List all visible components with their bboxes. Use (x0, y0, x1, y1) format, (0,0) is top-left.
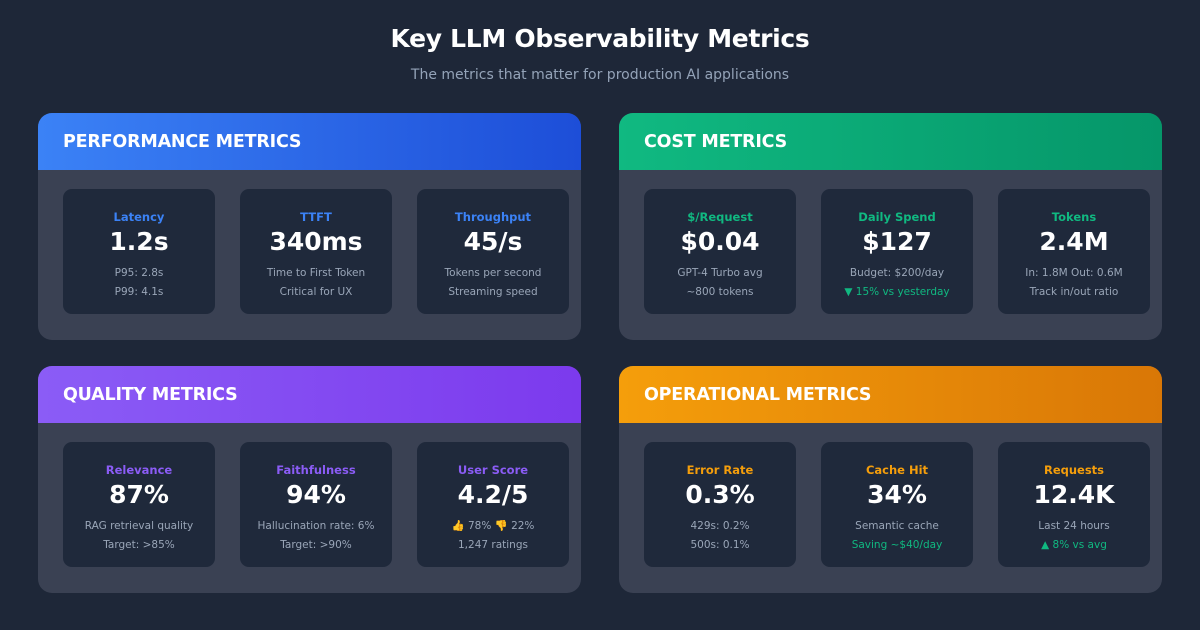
metric-card: Tokens 2.4M In: 1.8M Out: 0.6M Track in/… (998, 189, 1150, 314)
metric-note: Target: >85% (103, 539, 175, 551)
metric-detail: GPT-4 Turbo avg (677, 267, 763, 279)
metric-value: 340ms (269, 227, 363, 256)
metric-note: Streaming speed (448, 286, 538, 298)
metric-detail: P95: 2.8s (114, 267, 164, 279)
cost-metrics-panel: COST METRICS $/Request $0.04 GPT-4 Turbo… (619, 113, 1162, 340)
metric-card: Throughput 45/s Tokens per second Stream… (417, 189, 569, 314)
metric-label: Faithfulness (276, 463, 356, 477)
metric-label: Requests (1043, 463, 1105, 477)
metric-card: Latency 1.2s P95: 2.8s P99: 4.1s (63, 189, 215, 314)
metric-label: Throughput (454, 210, 532, 224)
metric-card: Relevance 87% RAG retrieval quality Targ… (63, 442, 215, 567)
metric-detail: 429s: 0.2% (690, 520, 750, 532)
metric-label: Daily Spend (858, 210, 936, 224)
panel-title: QUALITY METRICS (63, 384, 238, 405)
metric-detail: Last 24 hours (1038, 520, 1110, 532)
metric-value: 4.2/5 (457, 480, 529, 509)
metric-note: Target: >90% (280, 539, 352, 551)
metric-note: Track in/out ratio (1029, 286, 1119, 298)
metric-note: 1,247 ratings (458, 539, 528, 551)
metric-value: 34% (867, 480, 927, 509)
metric-value: 2.4M (1039, 227, 1109, 256)
metric-card: User Score 4.2/5 👍 78% 👎 22% 1,247 ratin… (417, 442, 569, 567)
metric-detail: Semantic cache (855, 520, 939, 532)
metric-value: 94% (286, 480, 346, 509)
metric-card: $/Request $0.04 GPT-4 Turbo avg ~800 tok… (644, 189, 796, 314)
metric-cards: $/Request $0.04 GPT-4 Turbo avg ~800 tok… (644, 189, 1150, 314)
metric-note: P99: 4.1s (114, 286, 164, 298)
metric-label: Tokens (1051, 210, 1097, 224)
panel-header: OPERATIONAL METRICS (619, 366, 1162, 423)
metric-cards: Error Rate 0.3% 429s: 0.2% 500s: 0.1% Ca… (644, 442, 1150, 567)
metric-card: TTFT 340ms Time to First Token Critical … (240, 189, 392, 314)
page-title: Key LLM Observability Metrics (390, 24, 810, 53)
panel-title: OPERATIONAL METRICS (644, 384, 872, 405)
metric-detail: Budget: $200/day (849, 267, 945, 279)
metric-value: $0.04 (680, 227, 760, 256)
metric-card: Daily Spend $127 Budget: $200/day ▼ 15% … (821, 189, 973, 314)
metric-label: Latency (113, 210, 165, 224)
metric-detail: In: 1.8M Out: 0.6M (1025, 267, 1123, 279)
metric-value: 12.4K (1033, 480, 1115, 509)
panel-title: COST METRICS (644, 131, 788, 152)
metric-label: User Score (457, 463, 529, 477)
panel-header: PERFORMANCE METRICS (38, 113, 581, 170)
metric-cards: Relevance 87% RAG retrieval quality Targ… (63, 442, 569, 567)
metric-note: Critical for UX (279, 286, 353, 298)
metric-detail: Time to First Token (266, 267, 366, 279)
metric-label: Relevance (105, 463, 173, 477)
metric-value: 0.3% (685, 480, 755, 509)
metric-label: Error Rate (686, 463, 754, 477)
metric-label: TTFT (300, 210, 332, 224)
performance-metrics-panel: PERFORMANCE METRICS Latency 1.2s P95: 2.… (38, 113, 581, 340)
panel-header: COST METRICS (619, 113, 1162, 170)
metric-card: Error Rate 0.3% 429s: 0.2% 500s: 0.1% (644, 442, 796, 567)
metric-value: 1.2s (109, 227, 169, 256)
metric-label: Cache Hit (865, 463, 929, 477)
panel-header: QUALITY METRICS (38, 366, 581, 423)
operational-metrics-panel: OPERATIONAL METRICS Error Rate 0.3% 429s… (619, 366, 1162, 593)
metric-detail: RAG retrieval quality (84, 520, 194, 532)
metric-note: ▼ 15% vs yesterday (844, 286, 950, 298)
metric-note: Saving ~$40/day (851, 539, 943, 551)
metric-value: 87% (109, 480, 169, 509)
quality-metrics-panel: QUALITY METRICS Relevance 87% RAG retrie… (38, 366, 581, 593)
metric-value: 45/s (463, 227, 523, 256)
metric-card: Requests 12.4K Last 24 hours ▲ 8% vs avg (998, 442, 1150, 567)
metric-note: ▲ 8% vs avg (1041, 539, 1107, 551)
metric-card: Cache Hit 34% Semantic cache Saving ~$40… (821, 442, 973, 567)
metric-detail: Tokens per second (444, 267, 542, 279)
metric-note: 500s: 0.1% (690, 539, 750, 551)
metric-card: Faithfulness 94% Hallucination rate: 6% … (240, 442, 392, 567)
metric-detail: Hallucination rate: 6% (257, 520, 375, 532)
metric-detail: 👍 78% 👎 22% (451, 520, 535, 532)
panel-title: PERFORMANCE METRICS (63, 131, 302, 152)
metric-value: $127 (862, 227, 932, 256)
metric-label: $/Request (687, 210, 753, 224)
page-subtitle: The metrics that matter for production A… (410, 67, 790, 83)
metric-cards: Latency 1.2s P95: 2.8s P99: 4.1s TTFT 34… (63, 189, 569, 314)
metric-note: ~800 tokens (686, 286, 754, 298)
